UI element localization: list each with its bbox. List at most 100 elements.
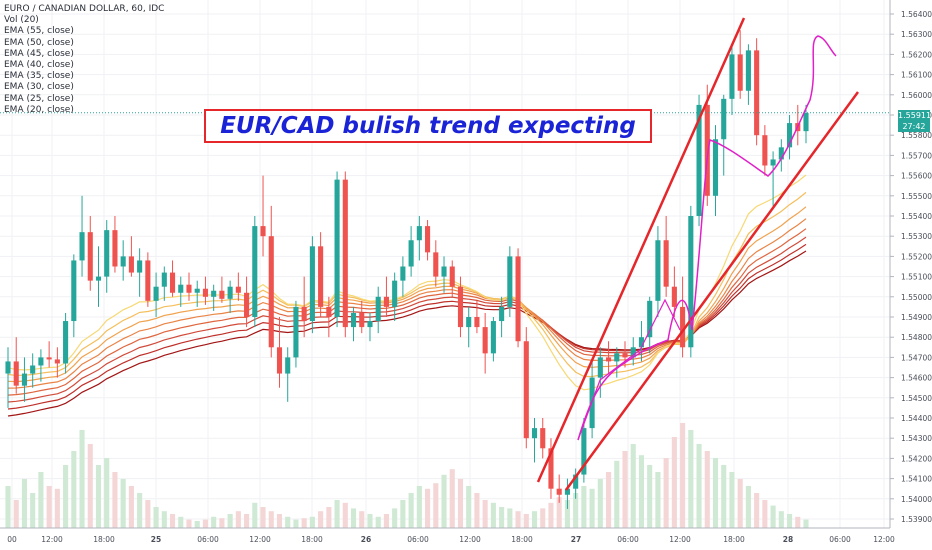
volume-bar <box>38 472 44 528</box>
time-axis[interactable]: 00 12:00 18:00 25 06:00 12:00 18:00 26 06:00 12:0… <box>0 527 895 544</box>
volume-bar <box>441 474 447 528</box>
volume-bar <box>515 511 521 528</box>
candle-body <box>573 474 579 489</box>
volume-bar <box>433 483 439 528</box>
candle-body <box>704 104 710 196</box>
volume-bar <box>474 493 480 528</box>
candle-body <box>268 236 274 348</box>
candle-body <box>441 266 447 277</box>
price-axis[interactable]: 1.56400 1.56300 1.56200 1.56100 1.56000 1.559… <box>889 0 932 528</box>
ema-40-label[interactable]: EMA (40, close) <box>4 60 74 71</box>
volume-bar <box>425 488 431 528</box>
candle-body <box>786 123 793 148</box>
volume-bar <box>564 500 570 528</box>
candle-body <box>235 286 241 293</box>
candle-body <box>375 296 381 322</box>
volume-bar <box>244 514 250 528</box>
annotation-title-box[interactable]: EUR/CAD bulish trend expecting <box>204 109 652 143</box>
candle-body <box>770 159 776 166</box>
ema-50-label[interactable]: EMA (50, close) <box>4 37 74 48</box>
ema-45-label[interactable]: EMA (45, close) <box>4 48 74 59</box>
candle-body <box>54 359 60 364</box>
volume-bar <box>202 519 208 528</box>
volume-bar <box>466 486 472 528</box>
volume-bar <box>400 500 406 528</box>
time-tick-label: 18:00 <box>511 535 533 544</box>
candle-body <box>342 179 348 328</box>
volume-bar <box>359 511 365 528</box>
volume-bar <box>630 444 636 528</box>
candle-body <box>531 428 538 439</box>
candle-body <box>71 260 77 322</box>
ema-30-label[interactable]: EMA (30, close) <box>4 82 74 93</box>
volume-bar <box>416 486 422 528</box>
price-tick-label: 1.56400 <box>901 10 932 19</box>
symbol-label[interactable]: EURO / CANADIAN DOLLAR, 60, IDC <box>4 4 165 14</box>
volume-bar <box>556 497 562 528</box>
candle-body <box>367 321 373 328</box>
price-tick-label: 1.54400 <box>901 414 932 423</box>
volume-bar <box>161 511 167 528</box>
time-tick-label: 12:00 <box>873 535 895 544</box>
price-tick-label: 1.55500 <box>901 192 932 201</box>
candle-body <box>606 357 612 362</box>
candle-body <box>120 256 126 267</box>
volume-bar <box>770 505 776 528</box>
price-tick-label: 1.54100 <box>901 475 932 484</box>
candle-body <box>145 260 151 301</box>
volume-bar <box>71 451 77 528</box>
ema-25-label[interactable]: EMA (25, close) <box>4 93 74 104</box>
candle-body <box>433 252 439 277</box>
candle-body <box>359 312 365 328</box>
volume-bar <box>120 479 126 528</box>
volume-bar <box>745 486 751 528</box>
volume-bar <box>655 472 661 528</box>
vol-indicator-label[interactable]: Vol (20) <box>4 15 39 26</box>
candle-body <box>680 306 686 348</box>
ema-35-label[interactable]: EMA (35, close) <box>4 71 74 82</box>
price-tick-label: 1.55400 <box>901 212 932 221</box>
volume-bar <box>169 514 176 528</box>
volume-bar <box>803 519 809 528</box>
candle-body <box>721 98 727 140</box>
candle-body <box>778 147 784 160</box>
volume-bar <box>219 518 225 528</box>
candle-body <box>392 280 398 307</box>
volume-bar <box>786 514 793 528</box>
time-tick-label: 18:00 <box>93 535 115 544</box>
volume-bar <box>13 500 19 528</box>
volume-bar <box>318 511 324 528</box>
candle-body <box>128 256 134 273</box>
candle-body <box>425 226 431 253</box>
candle-body <box>729 54 735 99</box>
candle-body <box>38 357 44 366</box>
candle-body <box>178 284 184 293</box>
volume-bar <box>260 507 266 528</box>
ema-20-label[interactable]: EMA (20, close) <box>4 104 74 115</box>
candle-body <box>87 232 93 281</box>
price-tick-label: 1.54800 <box>901 333 932 342</box>
price-tick-label: 1.56100 <box>901 71 932 80</box>
candle-body <box>5 361 11 374</box>
candle-body <box>350 312 357 328</box>
time-tick-label: 12:00 <box>669 535 691 544</box>
volume-bar <box>663 458 669 528</box>
time-tick-label: 06:00 <box>829 535 851 544</box>
candle-body <box>754 50 760 136</box>
volume-bar <box>729 472 735 528</box>
candlesticks <box>5 30 809 509</box>
volume-bar <box>482 500 488 528</box>
volume-bar <box>252 502 258 528</box>
candle-body <box>227 286 233 299</box>
volume-bar <box>293 519 299 528</box>
ema-ribbon <box>7 174 807 417</box>
time-tick-label: 00 <box>7 535 17 544</box>
candle-body <box>301 306 307 322</box>
volume-bar <box>548 502 554 528</box>
price-tick-label: 1.54000 <box>901 495 932 504</box>
volume-bar <box>523 514 529 528</box>
candle-body <box>46 357 52 360</box>
price-tick-label: 1.54200 <box>901 454 932 463</box>
ema-55-label[interactable]: EMA (55, close) <box>4 26 74 37</box>
